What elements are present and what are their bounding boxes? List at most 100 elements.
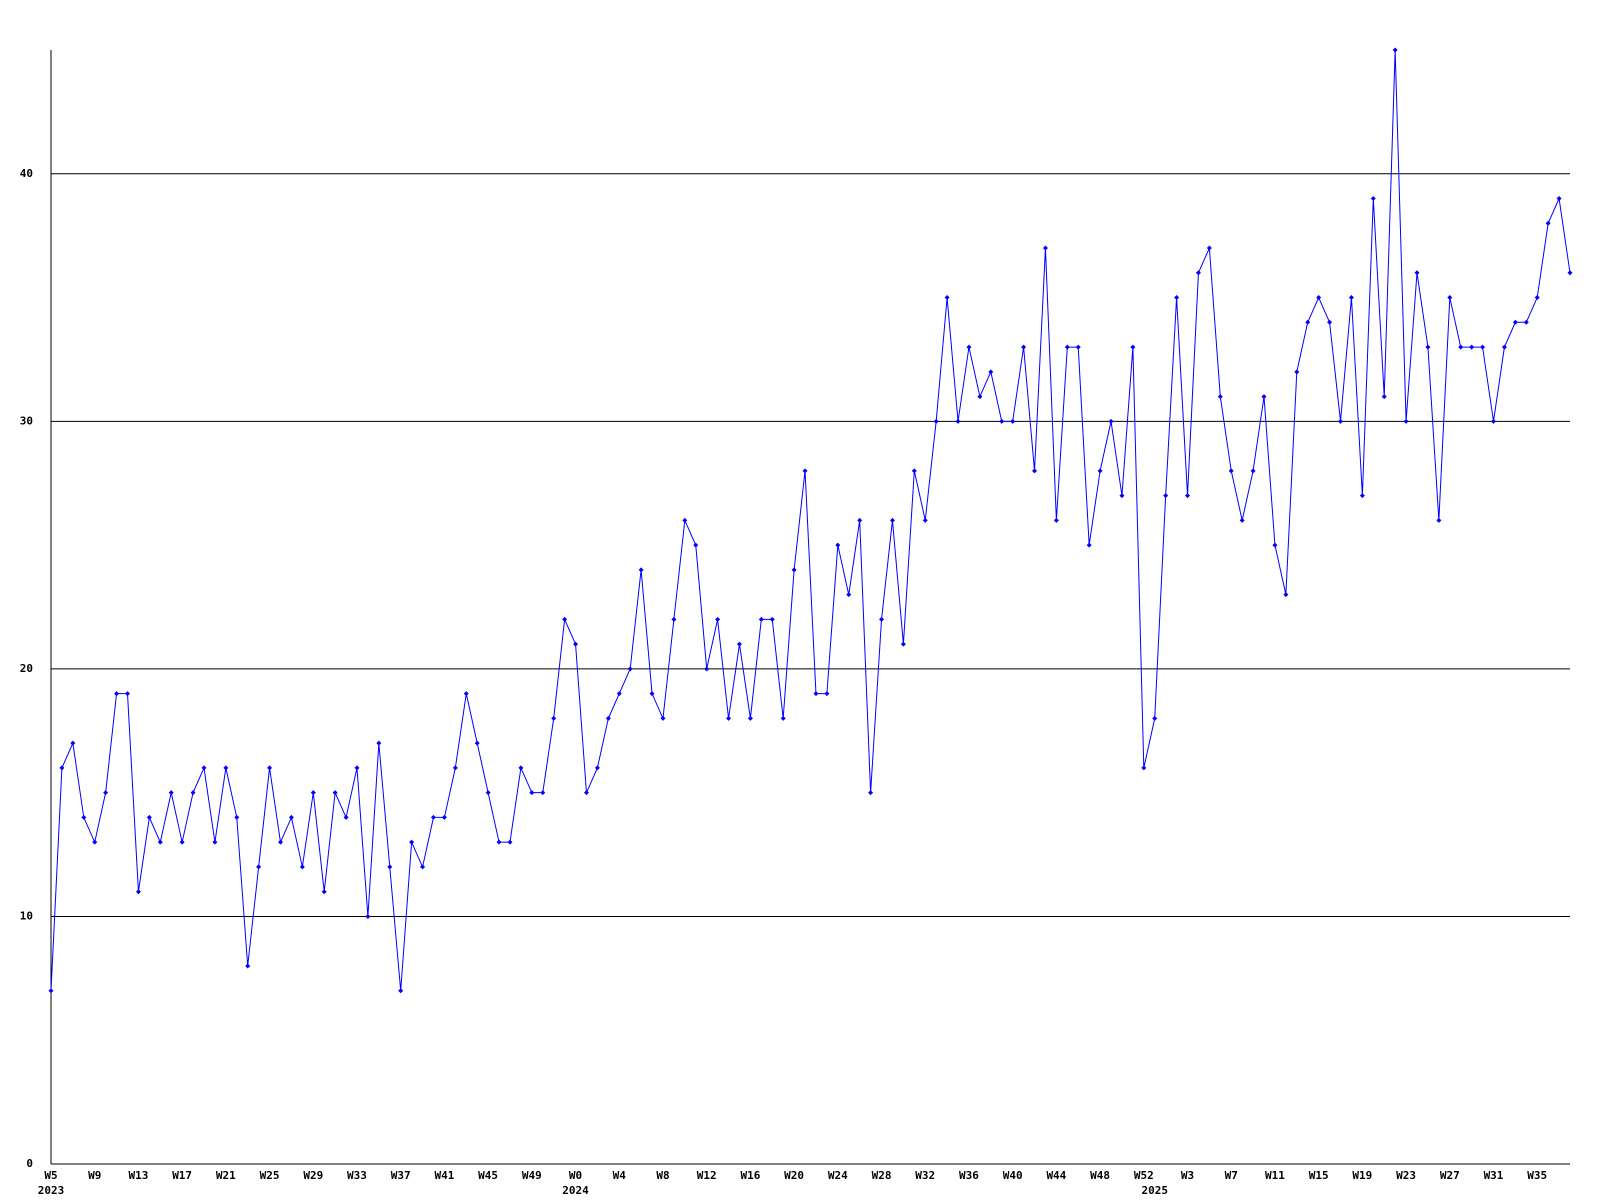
data-point: [1392, 47, 1398, 53]
data-point: [157, 839, 163, 845]
data-point: [1250, 468, 1256, 474]
data-point: [911, 468, 917, 474]
data-point: [387, 864, 393, 870]
x-tick-label: W40: [1003, 1169, 1023, 1182]
data-point: [420, 864, 426, 870]
y-tick-label: 10: [20, 909, 33, 922]
data-point: [1305, 319, 1311, 325]
x-tick-label: W29: [303, 1169, 323, 1182]
data-point: [234, 814, 240, 820]
data-point: [1381, 394, 1387, 400]
data-point: [1447, 295, 1453, 301]
x-tick-label: W27: [1440, 1169, 1460, 1182]
x-tick-label: W25: [260, 1169, 280, 1182]
data-point: [1195, 270, 1201, 276]
data-point: [1523, 319, 1529, 325]
data-point: [1097, 468, 1103, 474]
data-point: [103, 790, 109, 796]
x-year-label: 2025: [1141, 1184, 1168, 1197]
x-tick-label: W16: [740, 1169, 760, 1182]
y-tick-label: 40: [20, 167, 33, 180]
data-point: [1501, 344, 1507, 350]
data-point: [256, 864, 262, 870]
data-point: [1338, 418, 1344, 424]
x-tick-label: W48: [1090, 1169, 1110, 1182]
data-point: [562, 616, 568, 622]
data-point: [299, 864, 305, 870]
data-point: [48, 988, 54, 994]
data-point: [376, 740, 382, 746]
data-point: [704, 666, 710, 672]
data-point: [977, 394, 983, 400]
data-point: [430, 814, 436, 820]
data-point: [1283, 592, 1289, 598]
data-point: [1086, 542, 1092, 548]
data-point: [92, 839, 98, 845]
data-point: [398, 988, 404, 994]
data-point: [365, 913, 371, 919]
data-point: [1261, 394, 1267, 400]
data-point: [485, 790, 491, 796]
data-point: [1294, 369, 1300, 375]
x-tick-label: W8: [656, 1169, 669, 1182]
data-point: [605, 715, 611, 721]
data-point: [933, 418, 939, 424]
data-point: [441, 814, 447, 820]
data-point: [900, 641, 906, 647]
data-point: [474, 740, 480, 746]
x-tick-label: W17: [172, 1169, 192, 1182]
data-point: [649, 691, 655, 697]
data-point: [452, 765, 458, 771]
data-point: [1042, 245, 1048, 251]
x-tick-label: W19: [1352, 1169, 1372, 1182]
data-point: [736, 641, 742, 647]
x-tick-label: W52: [1134, 1169, 1154, 1182]
x-tick-label: W41: [434, 1169, 454, 1182]
data-point: [879, 616, 885, 622]
data-point: [1174, 295, 1180, 301]
data-point: [1239, 517, 1245, 523]
data-point: [1316, 295, 1322, 301]
data-point: [583, 790, 589, 796]
data-point: [1359, 493, 1365, 499]
x-tick-label: W45: [478, 1169, 498, 1182]
data-point: [59, 765, 65, 771]
data-point: [758, 616, 764, 622]
x-tick-label: W35: [1527, 1169, 1547, 1182]
data-point: [638, 567, 644, 573]
data-point: [1053, 517, 1059, 523]
data-point: [944, 295, 950, 301]
data-point: [1010, 418, 1016, 424]
data-point: [245, 963, 251, 969]
data-point: [802, 468, 808, 474]
x-tick-label: W44: [1046, 1169, 1066, 1182]
data-point: [1436, 517, 1442, 523]
data-point: [999, 418, 1005, 424]
y-tick-label: 0: [26, 1157, 33, 1170]
data-point: [846, 592, 852, 598]
data-point: [321, 889, 327, 895]
x-tick-label: W31: [1484, 1169, 1504, 1182]
x-tick-label: W13: [128, 1169, 148, 1182]
x-tick-label: W4: [613, 1169, 627, 1182]
data-point: [288, 814, 294, 820]
data-point: [1458, 344, 1464, 350]
data-point: [671, 616, 677, 622]
data-point: [1403, 418, 1409, 424]
y-tick-label: 20: [20, 662, 33, 675]
data-point: [1567, 270, 1573, 276]
data-point: [824, 691, 830, 697]
data-point: [310, 790, 316, 796]
data-point: [857, 517, 863, 523]
data-point: [343, 814, 349, 820]
data-point: [1228, 468, 1234, 474]
data-point: [190, 790, 196, 796]
data-point: [1075, 344, 1081, 350]
data-point: [1021, 344, 1027, 350]
x-tick-label: W32: [915, 1169, 935, 1182]
data-point: [693, 542, 699, 548]
data-point: [332, 790, 338, 796]
x-tick-label: W7: [1225, 1169, 1238, 1182]
data-point: [1534, 295, 1540, 301]
